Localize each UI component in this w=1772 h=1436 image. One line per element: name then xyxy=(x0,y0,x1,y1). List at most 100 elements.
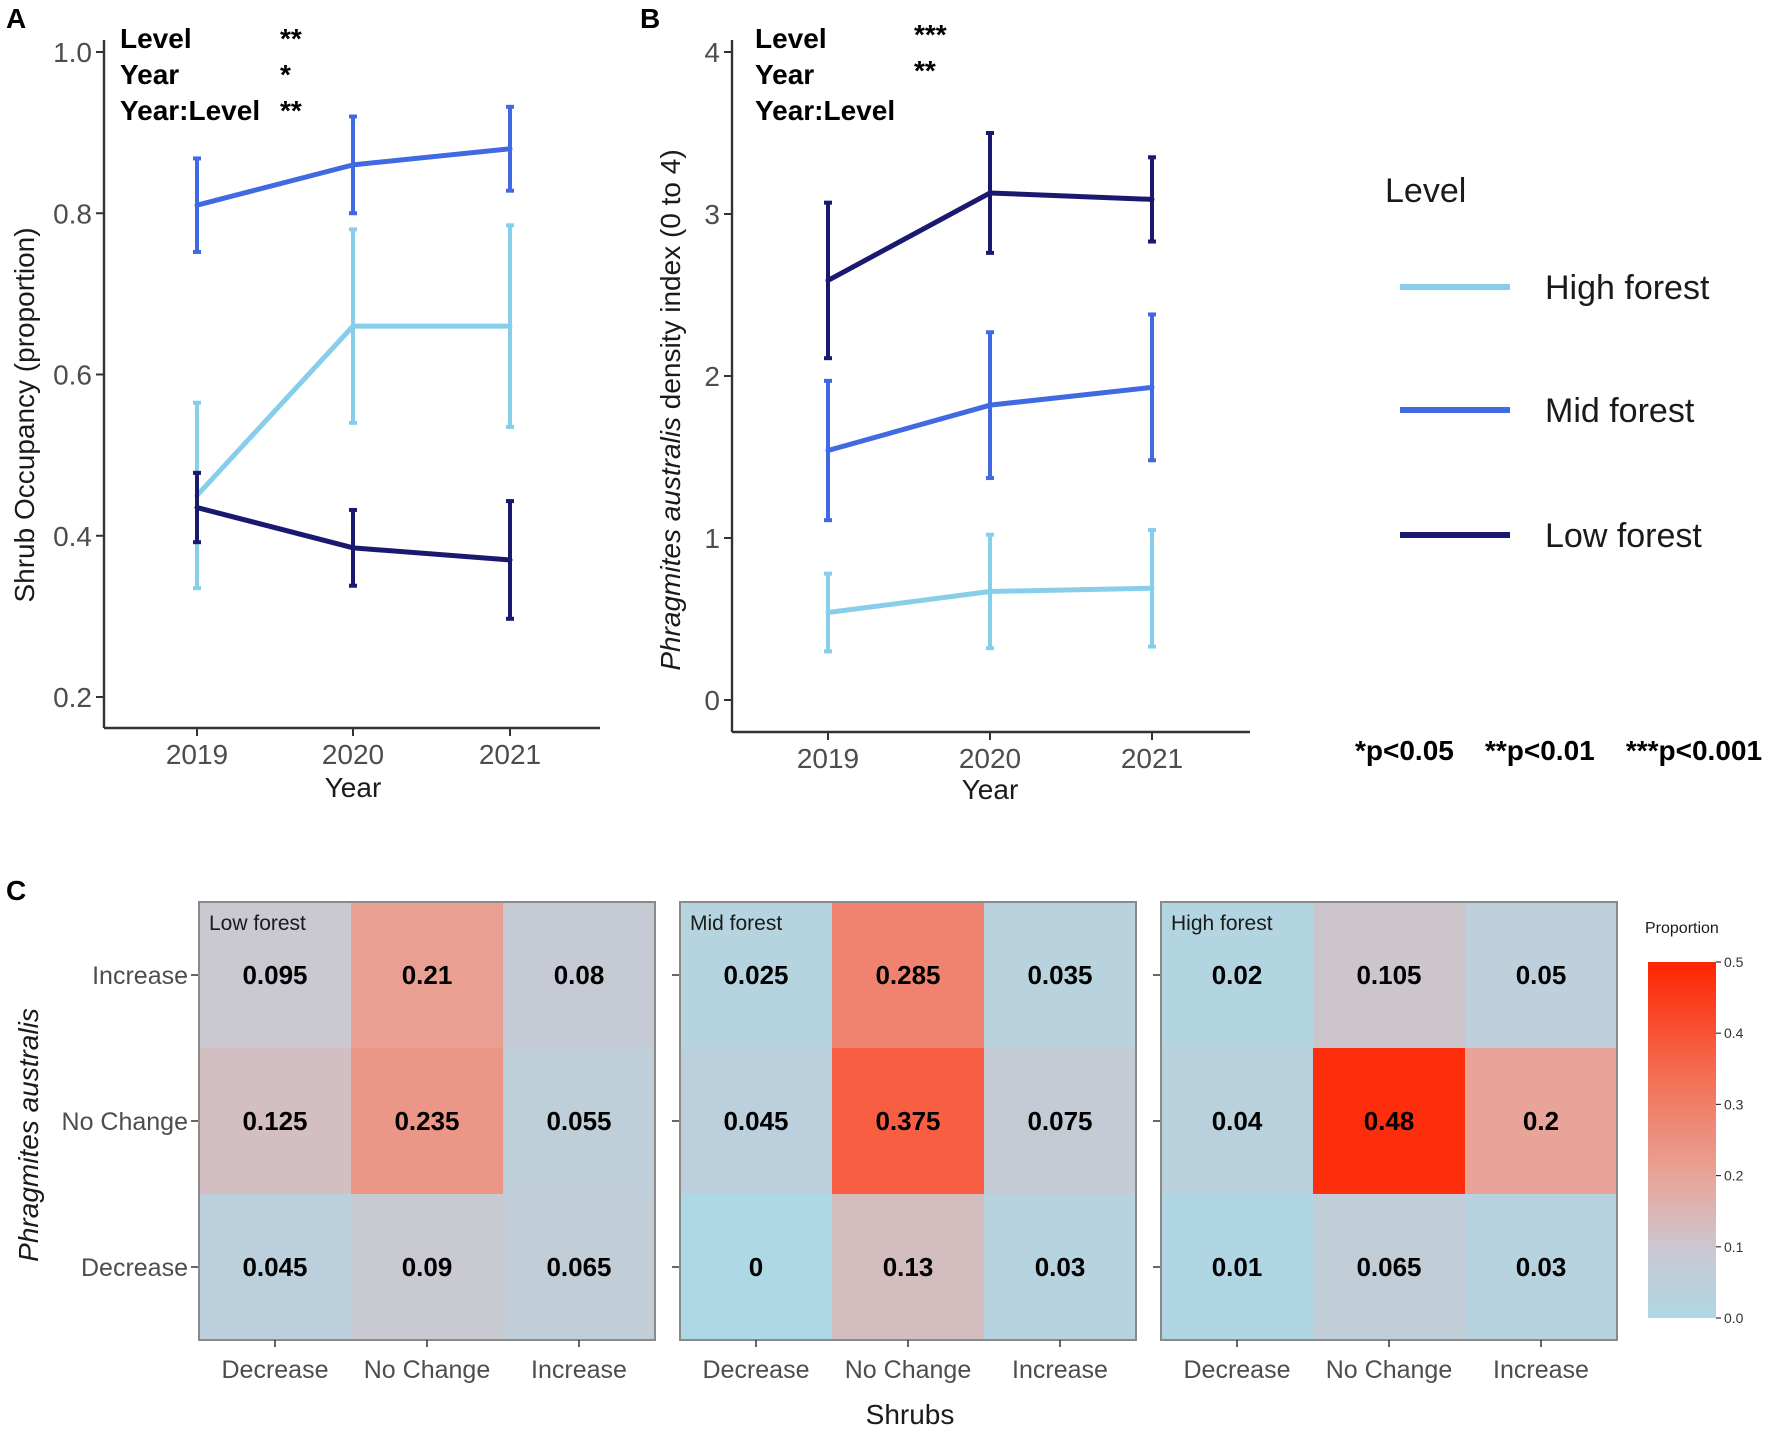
heatmap-cell xyxy=(199,1194,351,1340)
x-tick-label: 2020 xyxy=(959,743,1021,774)
heatmap-cell xyxy=(1313,1048,1465,1194)
heatmap-cell xyxy=(503,1194,655,1340)
heatmap-cell xyxy=(1313,902,1465,1048)
heatmap-cell xyxy=(351,1194,503,1340)
heatmap-cell-value: 0.2 xyxy=(1523,1106,1559,1136)
data-point-mid-forest xyxy=(507,146,513,152)
heatmap-cell xyxy=(1465,902,1617,1048)
heatmap-x-tick-label: Decrease xyxy=(1184,1356,1291,1384)
heatmap-x-tick-label: Increase xyxy=(531,1356,627,1384)
annot-label: Year xyxy=(120,59,179,90)
data-point-high-forest xyxy=(825,610,831,616)
heatmap-cell xyxy=(1161,1194,1313,1340)
heatmap-y-tick-label: Increase xyxy=(92,962,188,990)
annot-stars: ** xyxy=(280,95,302,126)
y-tick-label: 1.0 xyxy=(53,37,92,68)
y-tick-label: 0.4 xyxy=(53,521,92,552)
data-point-high-forest xyxy=(350,323,356,329)
heatmap-cell-value: 0.13 xyxy=(883,1252,934,1282)
facet-label: High forest xyxy=(1171,912,1273,935)
heatmap-cell-value: 0.055 xyxy=(546,1106,611,1136)
heatmap-cell xyxy=(984,1194,1136,1340)
heatmap-cell xyxy=(984,1048,1136,1194)
y-axis-title-rest: density index (0 to 4) xyxy=(655,149,686,417)
heatmap-x-tick-label: No Change xyxy=(1326,1356,1452,1384)
colorbar-title: Proportion xyxy=(1645,920,1719,937)
facet-label: Low forest xyxy=(209,912,306,935)
panel-c-label: C xyxy=(6,875,26,906)
x-tick-label: 2020 xyxy=(322,739,384,770)
heatmap-cell-value: 0.125 xyxy=(242,1106,307,1136)
heatmap-cell xyxy=(832,1048,984,1194)
y-tick-label: 0.2 xyxy=(53,682,92,713)
data-point-mid-forest xyxy=(350,162,356,168)
x-tick-label: 2021 xyxy=(1121,743,1183,774)
annot-label: Year:Level xyxy=(120,95,260,126)
annot-stars: *** xyxy=(914,19,947,50)
colorbar-tick-label: 0.0 xyxy=(1724,1310,1744,1326)
heatmap-cell xyxy=(351,902,503,1048)
data-point-low-forest xyxy=(825,277,831,283)
panel-b-significance: Level *** Year ** Year:Level xyxy=(755,19,947,126)
panel-a-significance: Level ** Year * Year:Level ** xyxy=(120,23,302,126)
heatmap-cell-value: 0.01 xyxy=(1212,1252,1263,1282)
panel-b-chart: Level *** Year ** Year:Level Phragmites … xyxy=(655,19,1250,805)
annot-label: Year:Level xyxy=(755,95,895,126)
heatmap-x-tick-label: Increase xyxy=(1012,1356,1108,1384)
heatmap-cell-value: 0.065 xyxy=(546,1252,611,1282)
panel-b-label: B xyxy=(640,3,660,34)
heatmap-y-tick-label: Decrease xyxy=(81,1254,188,1282)
heatmap-x-tick-label: Decrease xyxy=(703,1356,810,1384)
annot-label: Level xyxy=(120,23,192,54)
heatmap-cell xyxy=(1313,1194,1465,1340)
heatmap-cell-value: 0.045 xyxy=(242,1252,307,1282)
heatmap-cell-value: 0.21 xyxy=(402,960,453,990)
heatmap-cell-value: 0.08 xyxy=(554,960,605,990)
colorbar-tick-label: 0.3 xyxy=(1724,1096,1744,1112)
x-axis-title: Year xyxy=(962,774,1019,805)
heatmap-y-axis-title: Phragmites australis xyxy=(13,1008,44,1262)
data-point-high-forest xyxy=(1149,585,1155,591)
heatmap-x-axis-title: Shrubs xyxy=(866,1399,955,1430)
data-point-mid-forest xyxy=(1149,384,1155,390)
heatmap-cell-value: 0.375 xyxy=(875,1106,940,1136)
data-point-low-forest xyxy=(507,557,513,563)
y-axis-title: Shrub Occupancy (proportion) xyxy=(9,227,40,602)
heatmap-cell xyxy=(1161,1048,1313,1194)
heatmap-y-tick-label: No Change xyxy=(62,1108,188,1136)
x-axis-title: Year xyxy=(325,772,382,803)
heatmap-cell-value: 0.03 xyxy=(1516,1252,1567,1282)
y-tick-label: 2 xyxy=(704,361,720,392)
heatmap-cell xyxy=(832,1194,984,1340)
panel-a-chart: Level ** Year * Year:Level ** Shrub Occu… xyxy=(9,23,600,803)
data-point-high-forest xyxy=(507,323,513,329)
facet-label: Mid forest xyxy=(690,912,782,935)
heatmap-cell xyxy=(1465,1048,1617,1194)
heatmap-cell-value: 0.285 xyxy=(875,960,940,990)
heatmap-cell xyxy=(351,1048,503,1194)
heatmap-cell xyxy=(832,902,984,1048)
y-tick-label: 3 xyxy=(704,199,720,230)
annot-stars: ** xyxy=(280,23,302,54)
legend: Level High forest Mid forest Low forest xyxy=(1385,172,1710,555)
panel-a-label: A xyxy=(6,3,26,34)
heatmap-cell-value: 0.05 xyxy=(1516,960,1567,990)
heatmap-cell-value: 0.48 xyxy=(1364,1106,1415,1136)
colorbar-tick-label: 0.5 xyxy=(1724,954,1744,970)
heatmap-cell xyxy=(680,1048,832,1194)
heatmap-cell-value: 0.075 xyxy=(1027,1106,1092,1136)
legend-label-mid-forest: Mid forest xyxy=(1545,392,1695,430)
heatmap-cell-value: 0.235 xyxy=(394,1106,459,1136)
x-tick-label: 2021 xyxy=(479,739,541,770)
colorbar-tick-label: 0.2 xyxy=(1724,1168,1744,1184)
data-point-low-forest xyxy=(350,545,356,551)
heatmap-cell xyxy=(1161,902,1313,1048)
heatmap-cell-value: 0.09 xyxy=(402,1252,453,1282)
heatmap-cell-value: 0.04 xyxy=(1212,1106,1263,1136)
y-tick-label: 0.8 xyxy=(53,198,92,229)
heatmap-cell xyxy=(680,1194,832,1340)
x-tick-label: 2019 xyxy=(166,739,228,770)
colorbar-tick-label: 0.4 xyxy=(1724,1025,1744,1041)
y-tick-label: 1 xyxy=(704,523,720,554)
